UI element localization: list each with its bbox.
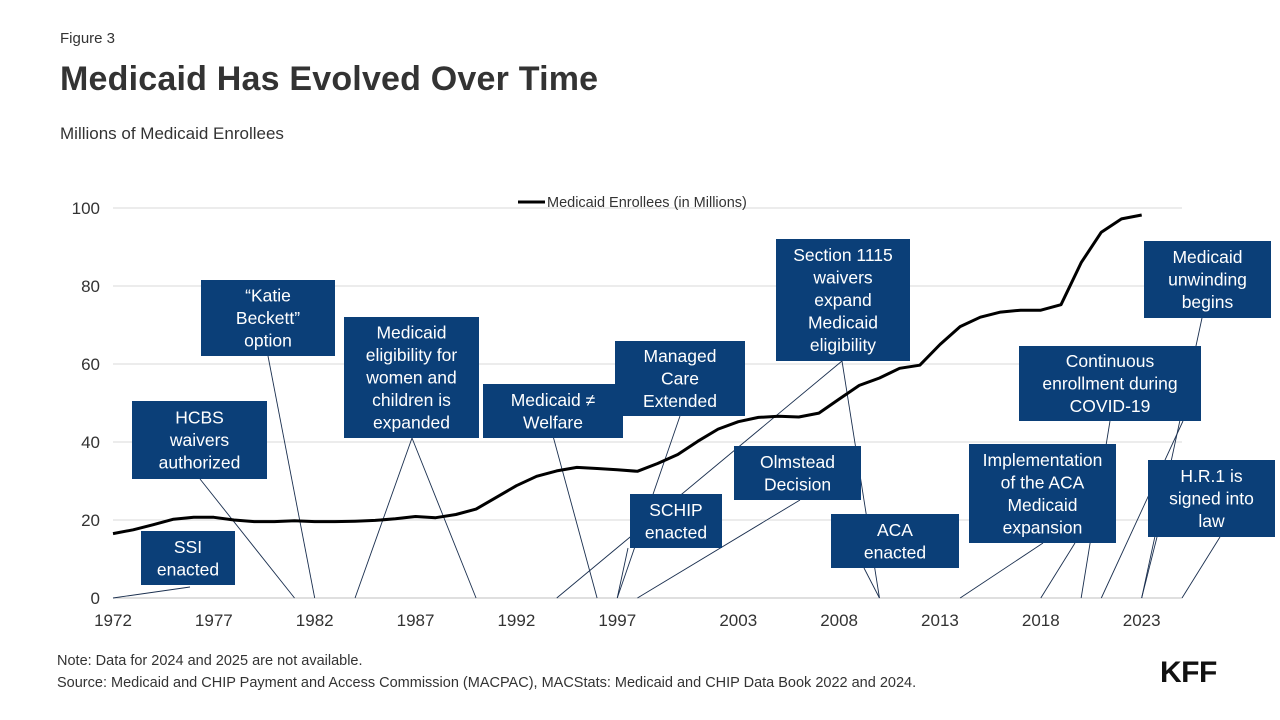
annotation-leader-line: [1100, 420, 1184, 599]
annotation-leader-line: [267, 355, 316, 599]
annotation-text-women: Medicaid: [376, 323, 446, 343]
annotation-text-schip: enacted: [645, 522, 707, 542]
annotation-leader-line: [1040, 542, 1076, 599]
annotation-leader-line: [1181, 536, 1221, 599]
annotation-text-katie: option: [244, 331, 292, 351]
annotation-text-olmstead: Olmstead: [760, 452, 835, 472]
x-tick-label: 1982: [296, 611, 334, 630]
annotation-box-hcbs: [132, 401, 267, 479]
annotation-leader-line: [552, 435, 598, 599]
annotation-text-s1115: Medicaid: [808, 313, 878, 333]
annotation-box-hr1: [1148, 460, 1275, 537]
y-tick-label: 20: [81, 511, 100, 530]
annotation-text-hr1: law: [1198, 511, 1225, 531]
chart-title: Medicaid Has Evolved Over Time: [60, 60, 599, 98]
figure-label: Figure 3: [60, 30, 116, 47]
chart-subtitle: Millions of Medicaid Enrollees: [60, 124, 284, 143]
x-tick-label: 1992: [497, 611, 535, 630]
annotation-box-unwinding: [1144, 241, 1271, 318]
annotation-box-women: [344, 317, 479, 438]
annotation-leader-line: [411, 437, 477, 599]
annotation-text-women: children is: [372, 390, 451, 410]
y-tick-label: 40: [81, 433, 100, 452]
kff-logo: KFF: [1160, 656, 1217, 689]
annotation-leader-line: [959, 542, 1044, 599]
annotation-text-unwinding: unwinding: [1168, 270, 1247, 290]
annotation-text-acaexp: expansion: [1003, 517, 1083, 537]
annotation-text-s1115: eligibility: [810, 335, 876, 355]
x-tick-label: 2018: [1022, 611, 1060, 630]
x-tick-label: 2008: [820, 611, 858, 630]
x-tick-label: 2003: [719, 611, 757, 630]
annotation-text-katie: “Katie: [245, 286, 291, 306]
annotation-text-covid: Continuous: [1066, 351, 1155, 371]
annotation-text-hcbs: HCBS: [175, 408, 224, 428]
y-tick-label: 0: [91, 589, 100, 608]
source-text: Source: Medicaid and CHIP Payment and Ac…: [57, 675, 917, 691]
annotation-box-acaexp: [969, 444, 1116, 543]
x-tick-label: 2013: [921, 611, 959, 630]
annotation-leader-line: [637, 499, 801, 599]
annotation-text-s1115: Section 1115: [793, 245, 893, 265]
annotation-text-ssi: enacted: [157, 559, 219, 579]
annotation-text-aca: ACA: [877, 520, 913, 540]
annotation-text-acaexp: of the ACA: [1001, 472, 1085, 492]
annotation-text-hr1: H.R.1 is: [1180, 466, 1242, 486]
annotation-leader-line: [863, 567, 880, 599]
annotation-text-s1115: expand: [814, 290, 871, 310]
annotation-leader-line: [112, 586, 191, 599]
annotation-text-managed: Extended: [643, 391, 717, 411]
x-tick-label: 1997: [598, 611, 636, 630]
annotation-text-managed: Care: [661, 369, 699, 389]
annotation-box-covid: [1019, 346, 1201, 421]
note-text: Note: Data for 2024 and 2025 are not ava…: [57, 653, 363, 669]
annotation-text-covid: COVID-19: [1070, 396, 1151, 416]
annotation-text-women: eligibility for: [366, 345, 458, 365]
annotation-text-hcbs: waivers: [169, 430, 230, 450]
annotation-text-schip: SCHIP: [649, 500, 702, 520]
x-tick-label: 1977: [195, 611, 233, 630]
y-tick-label: 100: [72, 199, 100, 218]
annotation-box-ssi: [141, 531, 235, 585]
x-tick-label: 1987: [397, 611, 435, 630]
annotation-text-unwinding: Medicaid: [1172, 247, 1242, 267]
annotation-box-olmstead: [734, 446, 861, 500]
x-tick-label: 1972: [94, 611, 132, 630]
annotation-box-schip: [630, 494, 722, 548]
annotation-text-welfare: Medicaid ≠: [511, 390, 596, 410]
annotation-leader-line: [616, 547, 629, 599]
annotation-leader-line: [556, 360, 843, 599]
annotation-text-women: expanded: [373, 413, 450, 433]
x-tick-label: 2023: [1123, 611, 1161, 630]
annotation-text-covid: enrollment during: [1042, 374, 1177, 394]
y-tick-label: 60: [81, 355, 100, 374]
annotation-text-unwinding: begins: [1182, 292, 1234, 312]
annotation-text-ssi: SSI: [174, 537, 202, 557]
annotation-text-managed: Managed: [644, 346, 717, 366]
annotation-text-hr1: signed into: [1169, 489, 1254, 509]
annotation-text-women: women and: [365, 368, 456, 388]
annotation-text-s1115: waivers: [812, 268, 873, 288]
annotation-text-acaexp: Implementation: [983, 450, 1103, 470]
annotation-box-managed: [615, 341, 745, 416]
annotation-text-hcbs: authorized: [159, 453, 241, 473]
annotation-box-welfare: [483, 384, 623, 438]
annotation-text-aca: enacted: [864, 542, 926, 562]
legend-label: Medicaid Enrollees (in Millions): [547, 195, 747, 211]
annotation-leader-line: [199, 478, 295, 599]
annotation-text-welfare: Welfare: [523, 412, 583, 432]
annotation-text-olmstead: Decision: [764, 474, 831, 494]
y-tick-label: 80: [81, 277, 100, 296]
annotation-box-aca: [831, 514, 959, 568]
annotation-text-katie: Beckett”: [236, 308, 300, 328]
annotation-box-s1115: [776, 239, 910, 361]
annotation-box-katie: [201, 280, 335, 356]
annotation-text-acaexp: Medicaid: [1007, 495, 1077, 515]
enrollees-series-line: [112, 213, 1142, 536]
annotation-leader-line: [354, 437, 413, 599]
